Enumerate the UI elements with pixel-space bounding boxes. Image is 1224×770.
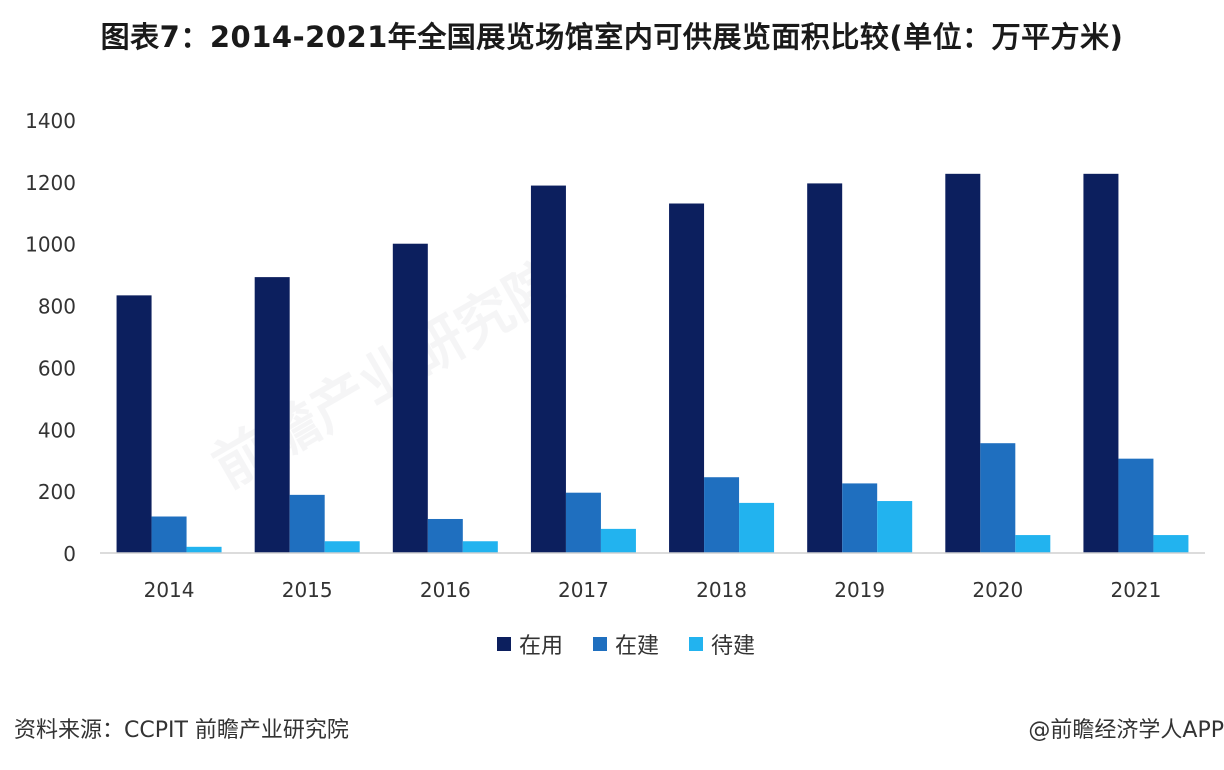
- bar-2019-3: [877, 501, 913, 553]
- y-tick-label: 400: [38, 418, 76, 442]
- bar-2014-1: [116, 295, 152, 553]
- legend-swatch: [689, 637, 703, 651]
- credit-note: @前瞻经济学人APP: [1028, 718, 1224, 743]
- y-axis: 0 200 400 600 800 1000 1200 1400: [25, 109, 76, 566]
- bar-2016-1: [392, 243, 428, 553]
- bar-2020-2: [980, 443, 1016, 553]
- x-tick-label: 2019: [834, 578, 885, 602]
- bar-2019-2: [842, 483, 878, 553]
- bar-2020-1: [945, 173, 981, 553]
- y-tick-label: 1400: [25, 109, 76, 133]
- x-tick-label: 2015: [282, 578, 333, 602]
- bar-2015-3: [324, 541, 360, 553]
- legend-label: 在用: [519, 634, 563, 659]
- bar-2018-1: [669, 203, 705, 553]
- source-note: 资料来源：CCPIT 前瞻产业研究院: [14, 718, 349, 743]
- x-axis: 2014 2015 2016 2017 2018 2019 2020 2021: [144, 578, 1162, 602]
- x-tick-label: 2018: [696, 578, 747, 602]
- bar-2017-3: [600, 528, 636, 553]
- legend-label: 待建: [711, 634, 755, 659]
- bar-2018-2: [704, 477, 740, 553]
- y-tick-label: 1000: [25, 233, 76, 257]
- bar-2016-2: [427, 518, 463, 553]
- bar-2018-3: [739, 502, 775, 553]
- bar-2021-3: [1153, 535, 1189, 553]
- legend-swatch: [497, 637, 511, 651]
- bar-2014-2: [151, 516, 187, 553]
- y-tick-label: 800: [38, 295, 76, 319]
- bars: [116, 173, 1189, 553]
- x-tick-label: 2014: [144, 578, 195, 602]
- bar-2021-1: [1083, 173, 1119, 553]
- x-tick-label: 2016: [420, 578, 471, 602]
- y-tick-label: 1200: [25, 171, 76, 195]
- bar-2014-3: [186, 546, 222, 553]
- bar-2021-2: [1118, 458, 1154, 553]
- bar-2015-2: [289, 494, 325, 553]
- bar-2019-1: [807, 183, 843, 553]
- x-tick-label: 2020: [972, 578, 1023, 602]
- bar-2017-1: [530, 185, 566, 553]
- chart-title: 图表7：2014-2021年全国展览场馆室内可供展览面积比较(单位：万平方米): [100, 20, 1124, 54]
- x-tick-label: 2021: [1110, 578, 1161, 602]
- legend-swatch: [593, 637, 607, 651]
- legend-label: 在建: [615, 634, 659, 659]
- bar-2015-1: [254, 277, 290, 553]
- x-tick-label: 2017: [558, 578, 609, 602]
- y-tick-label: 0: [63, 542, 76, 566]
- bar-2017-2: [565, 492, 601, 553]
- bar-2016-3: [462, 541, 498, 553]
- bar-2020-3: [1015, 535, 1051, 553]
- y-tick-label: 600: [38, 356, 76, 380]
- y-tick-label: 200: [38, 480, 76, 504]
- legend: 在用 在建 待建: [497, 634, 755, 659]
